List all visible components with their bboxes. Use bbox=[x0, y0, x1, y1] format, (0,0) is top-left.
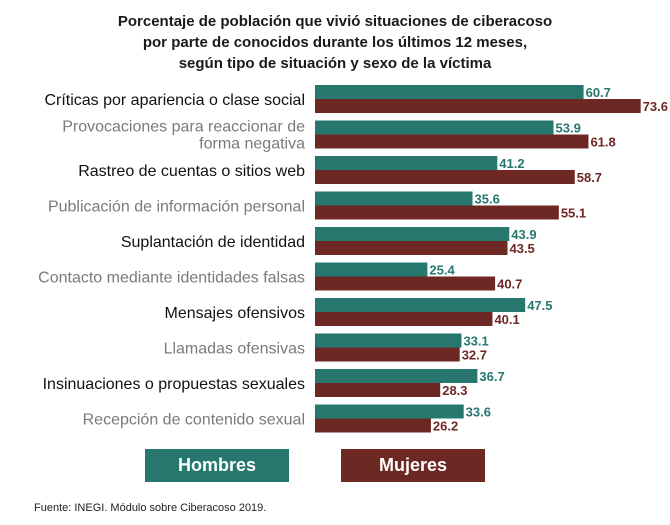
bar-hombres bbox=[315, 156, 498, 170]
legend-hombres-label: Hombres bbox=[177, 455, 257, 475]
category-label: Recepción de contenido sexual bbox=[83, 412, 305, 429]
category-label: Provocaciones para reaccionar de bbox=[62, 119, 305, 136]
category-label: Suplantación de identidad bbox=[121, 234, 305, 251]
bar-mujeres bbox=[315, 312, 493, 326]
bar-mujeres bbox=[315, 276, 496, 291]
bar-hombres bbox=[315, 404, 464, 419]
bar-hombres bbox=[315, 369, 478, 383]
category-label: Críticas por apariencia o clase social bbox=[44, 92, 305, 109]
bar-hombres bbox=[315, 85, 584, 99]
data-label-hombres: 35.6 bbox=[475, 192, 500, 207]
category-label: Llamadas ofensivas bbox=[164, 341, 305, 358]
chart-title-line-3: según tipo de situación y sexo de la víc… bbox=[178, 55, 492, 72]
data-label-hombres: 53.9 bbox=[556, 121, 581, 136]
bar-mujeres bbox=[315, 383, 441, 397]
bar-mujeres bbox=[315, 99, 641, 113]
chart-title: Porcentaje de población que vivió situac… bbox=[0, 11, 670, 74]
data-label-hombres: 25.4 bbox=[429, 263, 455, 278]
category-label: forma negativa bbox=[199, 136, 305, 153]
category-label: Rastreo de cuentas o sitios web bbox=[78, 163, 305, 180]
category-label: Publicación de información personal bbox=[48, 199, 305, 216]
bar-hombres bbox=[315, 333, 462, 348]
legend-hombres: Hombres bbox=[145, 449, 289, 482]
data-label-mujeres: 61.8 bbox=[590, 135, 615, 150]
bar-chart: Críticas por apariencia o clase social 60… bbox=[38, 85, 668, 434]
data-label-hombres: 41.2 bbox=[499, 156, 524, 171]
bar-hombres bbox=[315, 262, 428, 277]
bar-mujeres bbox=[315, 418, 431, 433]
data-label-mujeres: 32.7 bbox=[462, 348, 487, 363]
data-label-hombres: 47.5 bbox=[527, 298, 552, 313]
legend-mujeres: Mujeres bbox=[341, 449, 485, 482]
bar-hombres bbox=[315, 120, 554, 135]
data-label-mujeres: 26.2 bbox=[433, 419, 458, 434]
chart-title-line-2: por parte de conocidos durante los últim… bbox=[142, 34, 528, 51]
data-label-mujeres: 58.7 bbox=[577, 170, 602, 185]
category-label: Contacto mediante identidades falsas bbox=[38, 270, 305, 287]
bar-hombres bbox=[315, 191, 473, 206]
data-label-mujeres: 28.3 bbox=[442, 383, 467, 398]
bar-mujeres bbox=[315, 347, 460, 362]
category-label: Mensajes ofensivos bbox=[164, 305, 305, 322]
bar-mujeres bbox=[315, 170, 575, 184]
category-label: Insinuaciones o propuestas sexuales bbox=[43, 376, 305, 393]
bar-mujeres bbox=[315, 205, 559, 220]
legend-mujeres-label: Mujeres bbox=[378, 455, 448, 475]
data-label-hombres: 33.1 bbox=[463, 334, 488, 349]
chart-title-line-1: Porcentaje de población que vivió situac… bbox=[117, 13, 553, 30]
data-label-mujeres: 43.5 bbox=[509, 241, 534, 256]
bar-mujeres bbox=[315, 241, 508, 255]
data-label-mujeres: 55.1 bbox=[561, 206, 586, 221]
bar-mujeres bbox=[315, 134, 589, 149]
data-label-hombres: 43.9 bbox=[511, 227, 536, 242]
data-label-mujeres: 73.6 bbox=[643, 99, 668, 114]
data-label-mujeres: 40.1 bbox=[494, 312, 519, 327]
data-label-mujeres: 40.7 bbox=[497, 277, 522, 292]
data-label-hombres: 33.6 bbox=[466, 405, 491, 420]
bar-hombres bbox=[315, 298, 526, 312]
data-label-hombres: 60.7 bbox=[586, 85, 611, 100]
data-label-hombres: 36.7 bbox=[479, 369, 504, 384]
bar-hombres bbox=[315, 227, 510, 241]
source-note: Fuente: INEGI. Módulo sobre Ciberacoso 2… bbox=[34, 502, 267, 514]
